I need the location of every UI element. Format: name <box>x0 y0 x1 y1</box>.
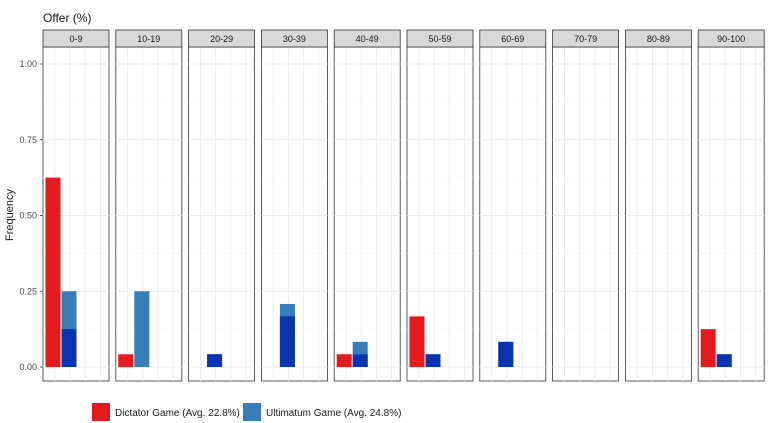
legend-swatch-ultimatum <box>243 403 261 421</box>
facet-strip <box>42 29 110 48</box>
bar-ultimatum-inner <box>207 354 223 367</box>
y-tick-label: 0.75 <box>19 135 37 145</box>
facet-strip <box>333 29 401 48</box>
facet-panel: 60-69 <box>479 29 547 382</box>
facet-label: 20-29 <box>210 34 233 44</box>
facet-label: 90-100 <box>717 34 745 44</box>
facet-label: 10-19 <box>137 34 160 44</box>
y-axis-label: Frequency <box>4 189 16 241</box>
facet-label: 80-89 <box>647 34 670 44</box>
facet-panel: 30-39 <box>260 29 328 382</box>
panel-background <box>333 46 401 382</box>
bar-ultimatum <box>134 291 150 367</box>
bar-ultimatum-inner <box>716 354 732 367</box>
bar-dictator <box>700 329 716 367</box>
facet-label: 50-59 <box>428 34 451 44</box>
facet-label: 40-49 <box>356 34 379 44</box>
y-tick-label: 0.50 <box>19 211 37 221</box>
y-tick-label: 0.00 <box>19 362 37 372</box>
bar-ultimatum-inner <box>425 354 441 367</box>
facet-strip <box>479 29 547 48</box>
legend-label-ultimatum: Ultimatum Game (Avg. 24.8%) <box>266 408 401 419</box>
facet-strip <box>625 29 692 48</box>
facet-label: 60-69 <box>501 34 524 44</box>
facet-strip <box>260 29 328 48</box>
bar-ultimatum-inner <box>279 316 295 367</box>
bar-ultimatum-inner <box>498 341 514 367</box>
facet-panel: 20-29 <box>188 29 256 382</box>
y-tick-label: 1.00 <box>19 59 37 69</box>
facet-panel: 40-49 <box>333 29 401 382</box>
y-tick-label: 0.25 <box>19 286 37 296</box>
facet-strip <box>552 29 619 48</box>
facet-label: 70-79 <box>574 34 597 44</box>
bar-dictator <box>45 177 61 367</box>
facet-label: 30-39 <box>283 34 306 44</box>
bar-dictator <box>118 354 134 367</box>
panel-background <box>697 46 765 382</box>
facet-strip <box>188 29 256 48</box>
facet-strip <box>406 29 474 48</box>
facet-panel: 10-19 <box>115 29 183 382</box>
facet-panel: 70-79 <box>552 29 619 382</box>
facet-label: 0-9 <box>69 34 82 44</box>
legend-swatch-dictator <box>92 403 110 421</box>
facet-strip <box>115 29 183 48</box>
facet-panel: 0-9 <box>42 29 110 382</box>
facet-panel: 50-59 <box>406 29 474 382</box>
panel-background <box>188 46 256 382</box>
bar-dictator <box>409 316 425 367</box>
panel-background <box>479 46 547 382</box>
panel-background <box>625 46 692 382</box>
bar-ultimatum-inner <box>352 354 368 367</box>
facet-strip <box>697 29 765 48</box>
facet-panel: 90-100 <box>697 29 765 382</box>
chart-title: Offer (%) <box>43 11 91 25</box>
bar-dictator <box>336 354 352 367</box>
legend-label-dictator: Dictator Game (Avg. 22.8%) <box>115 408 240 419</box>
bar-ultimatum-inner <box>61 329 77 367</box>
panel-background <box>552 46 619 382</box>
y-axis-ticks: 0.00 0.25 0.50 0.75 1.00 <box>19 59 43 372</box>
facet-panels: 0-9 10-19 20-29 30-39 40-49 50-59 60-69 70-79 80… <box>42 29 765 382</box>
legend: Dictator Game (Avg. 22.8%) Ultimatum Gam… <box>92 403 401 421</box>
facet-panel: 80-89 <box>625 29 692 382</box>
